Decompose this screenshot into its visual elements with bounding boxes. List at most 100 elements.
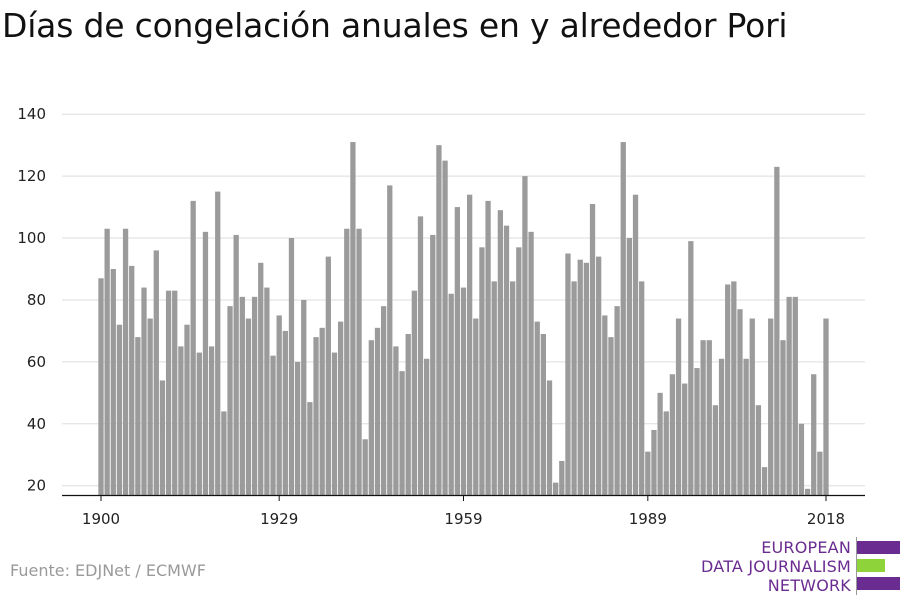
- bar-1971: [534, 321, 540, 495]
- bar-1999: [706, 340, 712, 495]
- logo-bar-middle: [857, 559, 885, 572]
- bar-1918: [208, 346, 215, 495]
- x-tick-label: 1929: [260, 510, 298, 528]
- bar-2002: [725, 284, 731, 495]
- bar-1910: [159, 380, 166, 495]
- bar-1925: [251, 296, 258, 495]
- bar-1946: [380, 306, 387, 495]
- bar-1914: [184, 324, 190, 495]
- bar-1943: [362, 439, 368, 495]
- x-tick-label: 1959: [444, 510, 482, 528]
- bar-1957: [448, 293, 454, 495]
- y-tick-label: 80: [27, 291, 46, 309]
- bar-1940: [344, 228, 350, 495]
- bar-2016: [811, 374, 817, 495]
- bar-1935: [313, 337, 319, 495]
- bar-2007: [755, 405, 762, 495]
- bar-1996: [688, 241, 694, 495]
- bar-1903: [116, 324, 123, 495]
- bar-1921: [227, 306, 233, 495]
- bar-1963: [485, 200, 491, 495]
- bar-2014: [798, 423, 805, 495]
- bar-2013: [792, 296, 798, 495]
- bar-2008: [761, 467, 768, 495]
- bar-1912: [172, 290, 178, 495]
- edjnet-logo: EUROPEAN DATA JOURNALISM NETWORK: [700, 531, 900, 595]
- source-note: Fuente: EDJNet / ECMWF: [10, 561, 206, 580]
- bar-2017: [817, 451, 823, 495]
- bar-1947: [387, 185, 393, 495]
- y-tick-label: 140: [17, 105, 46, 123]
- bar-1950: [405, 334, 411, 495]
- bar-1927: [264, 287, 270, 495]
- bar-1984: [614, 306, 620, 495]
- x-tick-label: 2018: [807, 510, 845, 528]
- bar-1952: [417, 216, 424, 496]
- bar-1954: [430, 234, 436, 495]
- bar-1986: [626, 238, 633, 496]
- bar-2012: [786, 296, 792, 495]
- bar-2018: [823, 318, 829, 495]
- bar-1923: [239, 296, 245, 495]
- bar-1972: [540, 334, 547, 495]
- bar-1959: [460, 287, 467, 495]
- bar-1953: [423, 358, 430, 495]
- bar-1980: [589, 203, 596, 495]
- bar-1939: [337, 321, 344, 495]
- bar-2005: [743, 358, 749, 495]
- bar-1948: [393, 346, 399, 495]
- bar-1993: [669, 374, 676, 495]
- logo-divider: [856, 537, 857, 595]
- bar-2010: [774, 166, 780, 495]
- bar-1956: [442, 160, 448, 495]
- bar-1913: [178, 346, 184, 495]
- axes: 20 40 60 80 100 120 140 1900 1929 1959 1989 2018: [17, 105, 865, 528]
- bar-1968: [516, 247, 522, 495]
- bar-1908: [147, 318, 153, 495]
- y-tick-label: 40: [27, 415, 46, 433]
- bar-1941: [350, 142, 356, 495]
- bar-1909: [153, 250, 159, 495]
- bar-1998: [700, 340, 706, 495]
- bar-1945: [374, 327, 381, 495]
- bar-1933: [301, 299, 307, 495]
- bar-2015: [804, 488, 811, 495]
- bar-1904: [122, 228, 129, 495]
- bar-1997: [694, 368, 700, 495]
- logo-bar-top: [857, 541, 900, 554]
- bar-1911: [165, 290, 172, 495]
- bar-1934: [307, 402, 313, 495]
- bar-2004: [737, 309, 743, 495]
- bar-1901: [104, 228, 110, 495]
- bar-1915: [190, 200, 196, 495]
- bar-1931: [288, 238, 295, 496]
- y-tick-label: 100: [17, 229, 46, 247]
- bar-1958: [454, 207, 460, 495]
- bar-1949: [399, 371, 405, 495]
- bar-1983: [608, 337, 614, 495]
- bar-2011: [780, 340, 786, 495]
- bar-1944: [368, 340, 374, 495]
- bar-1919: [215, 191, 221, 496]
- bar-1961: [473, 318, 479, 495]
- bar-1928: [270, 355, 276, 495]
- bar-1992: [663, 411, 669, 495]
- logo-text-european: EUROPEAN: [761, 538, 851, 557]
- bar-1985: [620, 142, 626, 495]
- bar-2000: [712, 405, 719, 495]
- bar-1964: [491, 281, 497, 495]
- bar-1907: [141, 287, 147, 495]
- bar-1977: [571, 281, 577, 495]
- bar-1988: [639, 281, 645, 495]
- bar-1955: [436, 145, 442, 496]
- bar-1981: [596, 256, 602, 495]
- bar-1905: [129, 265, 135, 495]
- y-tick-label: 20: [27, 477, 46, 495]
- bar-1960: [467, 194, 473, 496]
- bar-1995: [682, 383, 688, 495]
- bar-1951: [411, 290, 417, 495]
- bar-1973: [546, 380, 553, 495]
- bar-1965: [497, 210, 504, 495]
- bar-1962: [479, 247, 485, 495]
- bar-1926: [258, 262, 264, 495]
